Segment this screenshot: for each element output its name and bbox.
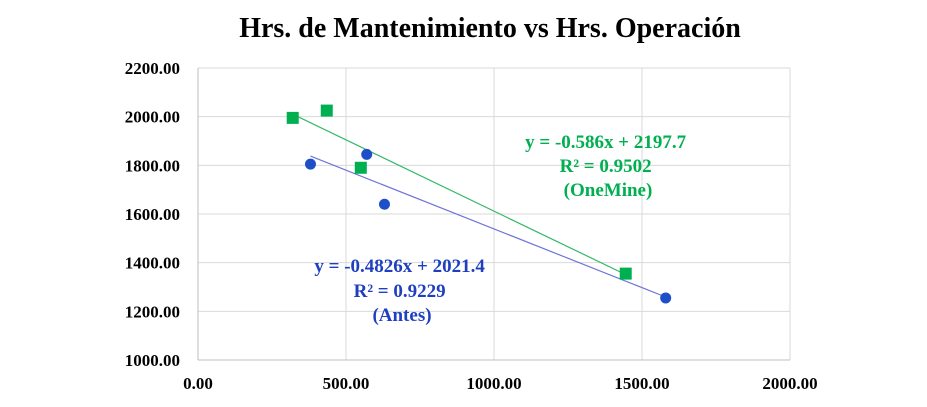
x-tick-label: 2000.00	[762, 374, 817, 393]
data-point-square	[320, 104, 333, 117]
y-tick-label: 2200.00	[125, 59, 180, 78]
y-tick-label: 1400.00	[125, 254, 180, 273]
y-tick-label: 2000.00	[125, 108, 180, 127]
y-axis-ticks: 1000.00 1200.00 1400.00 1600.00 1800.00 2000.…	[125, 59, 180, 370]
x-tick-label: 0.00	[183, 374, 213, 393]
trendline-antes	[310, 155, 666, 298]
data-point-circle	[304, 158, 316, 170]
y-tick-label: 1600.00	[125, 205, 180, 224]
x-axis-ticks: 0.00 500.00 1000.00 1500.00 2000.00	[183, 374, 818, 393]
y-tick-label: 1000.00	[125, 351, 180, 370]
onemine-r2: R² = 0.9502	[560, 156, 652, 177]
antes-label: (Antes)	[372, 305, 431, 326]
y-tick-label: 1800.00	[125, 156, 180, 175]
data-point-circle	[361, 148, 373, 160]
trendlines	[292, 113, 666, 298]
antes-equation: y = -0.4826x + 2021.4	[314, 256, 485, 277]
x-tick-label: 500.00	[323, 374, 370, 393]
x-tick-label: 1000.00	[466, 374, 521, 393]
data-point-square	[619, 267, 632, 280]
antes-annotation: y = -0.4826x + 2021.4 R² = 0.9229 (Antes…	[314, 256, 489, 326]
antes-r2: R² = 0.9229	[354, 281, 446, 302]
data-point-square	[354, 161, 367, 174]
grid	[198, 67, 791, 360]
x-tick-label: 1500.00	[614, 374, 669, 393]
data-point-circle	[660, 292, 672, 304]
trendline-onemine	[292, 113, 626, 276]
onemine-annotation: y = -0.586x + 2197.7 R² = 0.9502 (OneMin…	[525, 132, 691, 201]
onemine-label: (OneMine)	[564, 180, 653, 201]
onemine-equation: y = -0.586x + 2197.7	[525, 132, 686, 153]
chart-title: Hrs. de Mantenimiento vs Hrs. Operación	[239, 13, 741, 44]
axes	[197, 68, 790, 361]
y-tick-label: 1200.00	[125, 302, 180, 321]
data-points	[286, 104, 672, 304]
data-point-square	[286, 111, 299, 124]
data-point-circle	[378, 198, 390, 210]
